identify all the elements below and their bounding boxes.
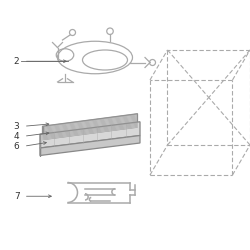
Polygon shape: [42, 114, 138, 140]
Text: 7: 7: [14, 192, 20, 201]
Text: 3: 3: [14, 122, 20, 131]
Polygon shape: [40, 122, 140, 148]
Text: 6: 6: [14, 142, 20, 151]
Text: 2: 2: [14, 57, 20, 66]
Polygon shape: [42, 128, 138, 146]
Text: 4: 4: [14, 132, 20, 141]
Polygon shape: [40, 136, 140, 156]
